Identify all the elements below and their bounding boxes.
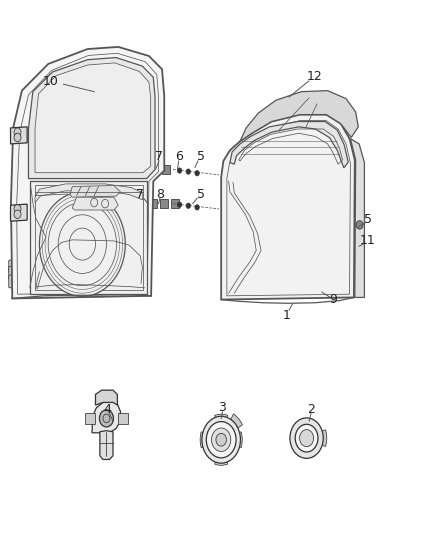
Polygon shape [35, 184, 143, 203]
Polygon shape [30, 181, 147, 294]
Polygon shape [11, 47, 164, 298]
Circle shape [195, 205, 199, 210]
Circle shape [290, 418, 323, 458]
Text: 5: 5 [197, 150, 205, 163]
Text: 5: 5 [364, 213, 372, 226]
Bar [160, 199, 168, 208]
Polygon shape [118, 413, 128, 424]
Wedge shape [215, 414, 228, 440]
Text: 9: 9 [329, 293, 337, 306]
Circle shape [212, 428, 231, 451]
Bar [171, 199, 179, 208]
Circle shape [14, 205, 21, 213]
Circle shape [216, 433, 226, 446]
Text: 7: 7 [155, 150, 163, 163]
Polygon shape [72, 197, 118, 210]
Text: 5: 5 [197, 188, 205, 200]
Text: 4: 4 [103, 403, 111, 416]
Ellipse shape [254, 203, 328, 286]
Bar [162, 165, 170, 174]
Polygon shape [100, 431, 113, 459]
Polygon shape [221, 115, 355, 300]
Text: 1: 1 [283, 309, 291, 322]
Circle shape [14, 133, 21, 142]
Wedge shape [307, 430, 327, 447]
Circle shape [14, 128, 21, 136]
Circle shape [99, 410, 113, 427]
Circle shape [295, 424, 318, 452]
Circle shape [177, 202, 182, 207]
Wedge shape [221, 414, 242, 440]
Text: 8: 8 [156, 188, 164, 200]
Text: 2: 2 [307, 403, 315, 416]
Polygon shape [28, 58, 155, 179]
FancyBboxPatch shape [9, 266, 25, 279]
Circle shape [300, 430, 314, 447]
Polygon shape [70, 185, 120, 197]
Bar [151, 165, 159, 174]
Bar [149, 199, 157, 208]
Wedge shape [215, 440, 228, 465]
Polygon shape [85, 413, 95, 424]
Wedge shape [200, 432, 221, 448]
Circle shape [195, 171, 199, 176]
Polygon shape [92, 401, 120, 433]
Polygon shape [230, 122, 348, 168]
Circle shape [356, 221, 363, 229]
Circle shape [206, 422, 236, 458]
Text: 6: 6 [175, 150, 183, 163]
Circle shape [202, 416, 240, 463]
Polygon shape [95, 390, 117, 405]
Circle shape [39, 192, 125, 296]
Circle shape [186, 169, 191, 174]
Circle shape [177, 168, 182, 173]
FancyBboxPatch shape [9, 260, 25, 273]
Polygon shape [11, 127, 27, 144]
Circle shape [186, 203, 191, 208]
Polygon shape [35, 63, 151, 173]
Text: 12: 12 [307, 70, 322, 83]
Polygon shape [350, 139, 364, 297]
Text: 7: 7 [136, 188, 144, 200]
FancyBboxPatch shape [9, 275, 25, 288]
Text: 10: 10 [42, 75, 58, 87]
Text: 3: 3 [219, 401, 226, 414]
Wedge shape [221, 432, 242, 448]
Text: 11: 11 [360, 235, 376, 247]
Polygon shape [240, 91, 358, 141]
Polygon shape [11, 204, 27, 221]
Circle shape [14, 210, 21, 219]
